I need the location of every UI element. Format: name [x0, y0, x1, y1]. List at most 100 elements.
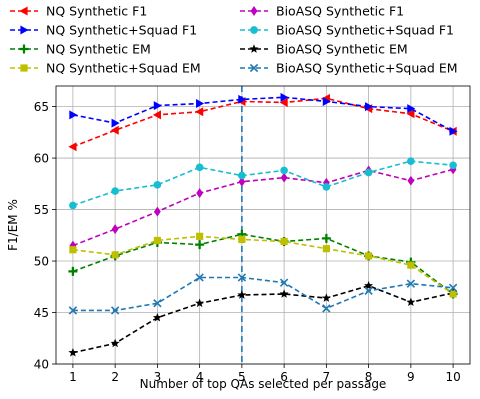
x-tick-label: 7: [323, 370, 331, 384]
data-point: [322, 177, 330, 188]
data-point: [407, 175, 415, 186]
data-point: [195, 240, 205, 250]
x-axis-title: Number of top QAs selected per passage: [140, 377, 387, 391]
legend-marker: [19, 44, 29, 54]
data-point: [195, 107, 204, 117]
data-point: [449, 126, 458, 136]
data-point: [237, 273, 247, 282]
series-line: [72, 160, 454, 207]
y-tick-label: 55: [34, 203, 49, 217]
data-point: [110, 338, 120, 348]
data-point: [365, 102, 374, 112]
legend-label: NQ Synthetic F1: [46, 4, 147, 19]
legend-marker: [249, 44, 259, 53]
data-point: [195, 298, 205, 308]
data-point: [68, 347, 78, 357]
data-point: [152, 312, 162, 322]
data-point: [322, 304, 331, 313]
data-point: [111, 187, 119, 195]
data-point: [406, 279, 416, 288]
data-point: [111, 251, 119, 259]
data-point: [238, 171, 246, 180]
x-tick-label: 6: [280, 370, 288, 384]
x-axis-ticks: 1 2 3 4 5 6 7 8 9 10: [69, 364, 461, 384]
y-axis-title: F1/EM %: [6, 199, 20, 251]
legend-item-nq-synthetic-plus-squad-f1: NQ Synthetic+Squad F1: [10, 23, 197, 38]
plot-frame: [55, 85, 471, 365]
data-point: [110, 125, 119, 135]
data-point: [407, 261, 415, 269]
data-point: [448, 283, 458, 292]
legend-label: BioASQ Synthetic+Squad EM: [276, 61, 458, 76]
data-point: [152, 110, 161, 120]
series-line: [72, 97, 454, 148]
x-tick-label: 2: [111, 370, 119, 384]
data-point: [364, 168, 373, 177]
legend-label: NQ Synthetic+Squad EM: [46, 61, 201, 76]
data-point: [321, 233, 331, 243]
x-tick-label: 5: [238, 370, 246, 384]
series-line: [72, 96, 454, 133]
series-line: [72, 284, 454, 354]
x-tick-label: 9: [407, 370, 415, 384]
legend-item-nq-synthetic-f1: NQ Synthetic F1: [10, 4, 147, 19]
series-bioasq-synthetic-em: [68, 281, 458, 357]
data-point: [237, 290, 247, 299]
data-point: [195, 163, 204, 172]
data-point: [196, 232, 204, 240]
data-point: [238, 94, 247, 104]
data-point: [364, 281, 374, 290]
legend-item-bioasq-synthetic-em: BioASQ Synthetic EM: [240, 42, 408, 57]
legend-marker: [250, 6, 258, 16]
data-point: [322, 245, 330, 253]
data-point: [279, 97, 288, 107]
data-point: [280, 92, 289, 102]
legend-label: BioASQ Synthetic+Squad F1: [276, 23, 454, 38]
x-tick-label: 3: [154, 370, 162, 384]
data-point: [238, 176, 246, 187]
legend-label: BioASQ Synthetic F1: [276, 4, 404, 19]
legend-item-bioasq-synthetic-f1: BioASQ Synthetic F1: [240, 4, 404, 19]
legend-marker: [250, 26, 258, 34]
x-tick-label: 4: [196, 370, 204, 384]
data-point: [68, 142, 77, 152]
data-point: [279, 289, 289, 298]
data-point: [279, 278, 289, 287]
data-point: [69, 110, 78, 120]
data-point: [111, 118, 120, 128]
legend-label: NQ Synthetic+Squad F1: [46, 23, 197, 38]
data-point: [69, 201, 77, 210]
legend-marker: [19, 6, 28, 16]
data-point: [406, 109, 415, 119]
data-point: [68, 306, 78, 315]
y-tick-label: 50: [34, 255, 49, 269]
legend-item-bioasq-synthetic-plus-squad-f1: BioASQ Synthetic+Squad F1: [240, 23, 454, 38]
data-point: [406, 297, 416, 307]
legend: NQ Synthetic F1 BioASQ Synthetic F1 NQ Syn…: [10, 4, 458, 76]
series-line: [72, 235, 454, 295]
legend-item-nq-synthetic-em: NQ Synthetic EM: [10, 42, 151, 57]
series-bioasq-synthetic-plus-squad-em: [68, 273, 458, 315]
y-tick-label: 65: [34, 100, 49, 114]
y-tick-label: 60: [34, 152, 49, 166]
data-point: [196, 99, 205, 109]
legend-item-bioasq-synthetic-plus-squad-em: BioASQ Synthetic+Squad EM: [240, 61, 458, 76]
series-line: [72, 233, 454, 295]
data-point: [153, 236, 161, 245]
data-point: [407, 104, 416, 114]
data-point: [110, 306, 120, 315]
legend-marker: [20, 64, 28, 72]
y-tick-label: 45: [34, 306, 49, 320]
x-tick-label: 8: [365, 370, 373, 384]
series-nq-synthetic-f1: [68, 93, 457, 152]
data-point: [69, 246, 77, 254]
data-point: [154, 206, 161, 217]
data-point: [196, 188, 204, 199]
x-tick-label: 10: [445, 370, 460, 384]
data-point: [449, 290, 457, 298]
data-point: [280, 172, 288, 183]
data-point: [68, 266, 78, 276]
data-point: [238, 235, 246, 244]
